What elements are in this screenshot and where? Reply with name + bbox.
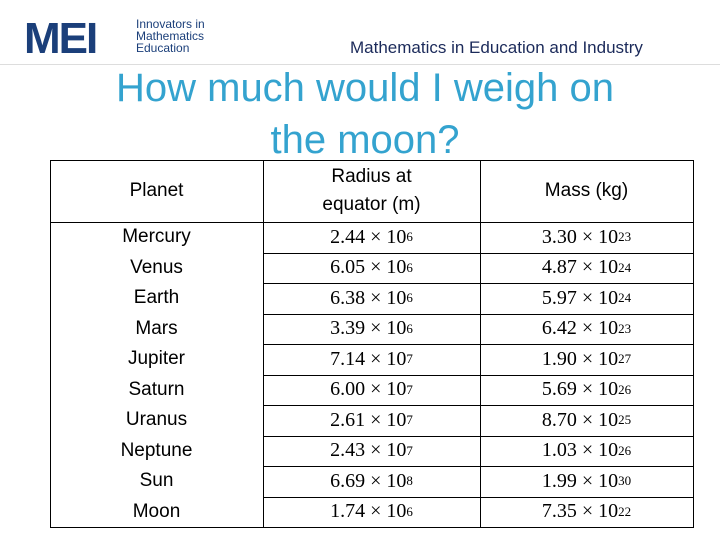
mantissa: 5.97 × 10 xyxy=(541,286,619,309)
exponent: 24 xyxy=(618,259,632,275)
row-border xyxy=(263,374,694,376)
logo-line: Innovators in xyxy=(136,17,205,31)
row-border xyxy=(50,527,694,528)
mantissa: 6.42 × 10 xyxy=(541,317,619,340)
mantissa: 3.39 × 10 xyxy=(330,317,407,340)
column-border xyxy=(263,160,264,527)
logo-text: Innovators in Mathematics Education xyxy=(136,18,205,54)
logo-line: Mathematics xyxy=(136,29,205,43)
row-border xyxy=(263,313,694,315)
mantissa: 6.69 × 10 xyxy=(330,469,407,492)
exponent: 26 xyxy=(618,381,632,397)
mantissa: 1.03 × 10 xyxy=(541,439,619,462)
number-cell: 6.38 × 10 6 xyxy=(263,283,480,314)
exponent: 26 xyxy=(618,442,632,458)
logo-line: Education xyxy=(136,41,190,55)
number-cell: 2.61 × 10 7 xyxy=(263,405,480,436)
exponent: 27 xyxy=(618,351,632,367)
number-cell: 7.14 × 10 7 xyxy=(263,344,480,375)
column-header: Mass (kg) xyxy=(544,180,629,201)
exponent: 6 xyxy=(406,320,413,336)
planet-cell: Sun xyxy=(139,470,174,492)
planet-cell: Mercury xyxy=(122,226,191,248)
number-cell: 6.42 × 10 23 xyxy=(480,314,693,345)
number-cell: 6.00 × 10 7 xyxy=(263,375,480,406)
exponent: 6 xyxy=(406,229,413,245)
row-border xyxy=(263,466,694,467)
mantissa: 7.35 × 10 xyxy=(541,500,619,523)
number-cell: 4.87 × 10 24 xyxy=(480,253,693,284)
number-cell: 2.44 × 10 6 xyxy=(263,222,480,253)
logo: MEI xyxy=(24,14,98,63)
mantissa: 1.90 × 10 xyxy=(541,347,619,370)
mantissa: 8.70 × 10 xyxy=(541,408,619,431)
title: How much would I weigh on the moon? xyxy=(115,66,615,162)
column-header: Radius at equator (m) xyxy=(322,166,421,215)
mantissa: 1.99 × 10 xyxy=(541,469,619,492)
number-cell: 8.70 × 10 25 xyxy=(480,405,693,436)
exponent: 23 xyxy=(618,229,632,245)
exponent: 6 xyxy=(406,503,413,519)
number-cell: 6.05 × 10 6 xyxy=(263,253,480,284)
number-cell: 1.74 × 10 6 xyxy=(263,497,480,528)
number-cell: 5.69 × 10 26 xyxy=(480,375,693,406)
planet-cell: Venus xyxy=(130,256,183,278)
mantissa: 2.44 × 10 xyxy=(330,225,407,248)
number-cell: 1.90 × 10 27 xyxy=(480,344,693,375)
exponent: 6 xyxy=(406,259,413,275)
exponent: 7 xyxy=(406,381,413,397)
column-border xyxy=(50,160,51,527)
mantissa: 6.00 × 10 xyxy=(330,378,407,401)
exponent: 7 xyxy=(406,351,413,367)
exponent: 6 xyxy=(406,290,413,306)
planet-cell: Jupiter xyxy=(127,348,186,370)
header-rule xyxy=(0,64,720,65)
tagline: Mathematics in Education and Industry xyxy=(350,38,643,57)
column-header: Planet xyxy=(129,180,184,201)
row-border xyxy=(263,435,694,437)
exponent: 8 xyxy=(406,473,413,489)
mantissa: 2.61 × 10 xyxy=(330,408,407,431)
number-cell: 1.99 × 10 30 xyxy=(480,466,693,497)
mantissa: 2.43 × 10 xyxy=(330,439,407,462)
number-cell: 3.39 × 10 6 xyxy=(263,314,480,345)
row-border xyxy=(50,160,694,161)
exponent: 25 xyxy=(618,412,632,428)
number-cell: 2.43 × 10 7 xyxy=(263,436,480,467)
number-cell: 5.97 × 10 24 xyxy=(480,283,693,314)
mantissa: 6.38 × 10 xyxy=(330,286,407,309)
planet-cell: Earth xyxy=(133,287,180,309)
exponent: 30 xyxy=(618,473,632,489)
row-border xyxy=(263,405,694,406)
row-border xyxy=(50,222,694,223)
exponent: 23 xyxy=(618,320,632,336)
mantissa: 6.05 × 10 xyxy=(330,256,407,279)
number-cell: 3.30 × 10 23 xyxy=(480,222,693,253)
planet-cell: Uranus xyxy=(125,409,188,431)
planet-cell: Mars xyxy=(135,317,178,339)
planet-cell: Neptune xyxy=(120,439,193,461)
row-border xyxy=(263,283,694,284)
exponent: 7 xyxy=(406,442,413,458)
row-border xyxy=(263,496,694,498)
number-cell: 6.69 × 10 8 xyxy=(263,466,480,497)
mantissa: 5.69 × 10 xyxy=(541,378,619,401)
number-cell: 1.03 × 10 26 xyxy=(480,436,693,467)
planet-cell: Saturn xyxy=(128,378,185,400)
mantissa: 3.30 × 10 xyxy=(541,225,619,248)
planet-cell: Moon xyxy=(132,500,181,522)
mantissa: 7.14 × 10 xyxy=(330,347,407,370)
exponent: 7 xyxy=(406,412,413,428)
column-border xyxy=(480,160,481,527)
exponent: 24 xyxy=(618,290,632,306)
column-border xyxy=(693,160,694,527)
number-cell: 7.35 × 10 22 xyxy=(480,497,693,528)
row-border xyxy=(263,252,694,254)
row-border xyxy=(263,344,694,345)
exponent: 22 xyxy=(618,503,632,519)
mantissa: 1.74 × 10 xyxy=(330,500,407,523)
mantissa: 4.87 × 10 xyxy=(541,256,619,279)
